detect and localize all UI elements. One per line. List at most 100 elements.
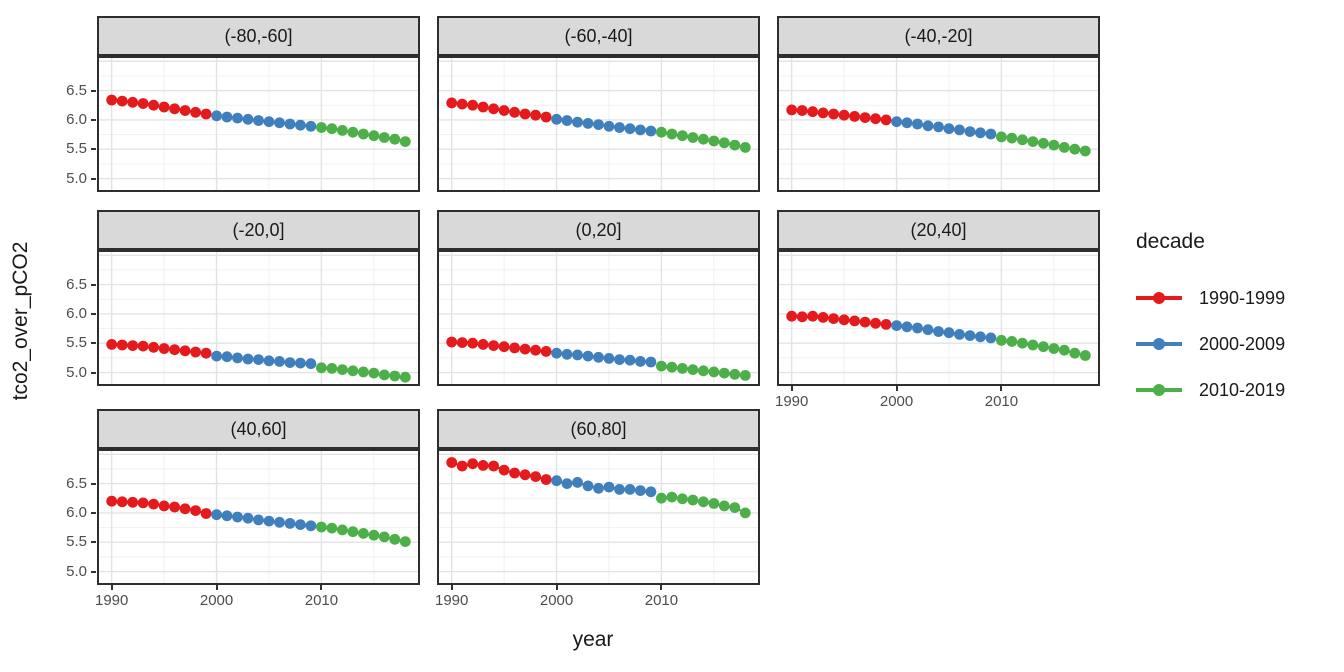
data-point (561, 478, 573, 489)
data-point (635, 356, 646, 367)
data-point (477, 101, 489, 113)
data-point (796, 311, 808, 323)
data-point (179, 345, 191, 357)
y-tick-mark (91, 570, 96, 573)
x-tick-mark (215, 585, 218, 590)
data-point (253, 354, 264, 365)
data-point (870, 317, 881, 329)
y-tick-mark (91, 541, 96, 544)
data-point (221, 510, 233, 522)
y-tick-mark (91, 118, 96, 121)
data-point (849, 315, 860, 327)
data-point (127, 340, 139, 351)
data-point (739, 142, 751, 153)
data-point (729, 368, 741, 380)
legend-entry-label: 2010-2019 (1199, 379, 1286, 400)
x-tick-label: 2010 (644, 592, 679, 609)
data-point (284, 118, 296, 130)
data-point (666, 491, 678, 503)
data-point (347, 365, 359, 377)
data-point (232, 511, 243, 523)
data-point (666, 128, 678, 140)
data-point (614, 354, 625, 365)
facet-strip: (-40,-20] (777, 16, 1100, 56)
y-tick-mark (91, 342, 96, 345)
x-tick-label: 1990 (94, 592, 129, 609)
data-point (880, 114, 892, 126)
data-point (551, 113, 562, 125)
data-point (677, 130, 688, 142)
data-point (399, 136, 411, 147)
x-tick-mark (895, 386, 898, 391)
panel-border (437, 449, 760, 585)
y-tick-mark (91, 89, 96, 92)
x-tick-mark (1000, 386, 1003, 391)
data-point (446, 97, 458, 109)
data-point (687, 494, 699, 506)
facet-panel (437, 250, 760, 386)
data-point (467, 99, 479, 111)
legend-key-icon (1136, 337, 1182, 351)
data-point (498, 464, 510, 476)
data-point (530, 344, 541, 356)
data-point (519, 108, 531, 120)
y-tick-mark (91, 371, 96, 374)
data-point (337, 364, 348, 375)
data-point (954, 124, 965, 136)
facet-strip: (-60,-40] (437, 16, 760, 56)
data-point (786, 310, 798, 322)
data-point (326, 363, 338, 374)
data-point (807, 310, 819, 322)
data-point (295, 119, 306, 131)
data-point (358, 366, 369, 378)
data-point (169, 344, 180, 356)
data-point (274, 117, 285, 129)
data-point (838, 109, 850, 121)
data-point (817, 107, 829, 119)
data-point (456, 337, 468, 348)
data-point (242, 512, 254, 524)
data-point (1027, 339, 1039, 351)
x-tick-label: 2000 (199, 592, 234, 609)
legend-entry: 1990-1999 (1136, 286, 1285, 310)
data-point (729, 139, 741, 151)
legend-point-icon (1153, 384, 1165, 396)
data-point (572, 116, 583, 128)
data-point (347, 526, 359, 538)
data-point (656, 492, 667, 504)
data-point (954, 329, 965, 340)
data-point (561, 348, 573, 360)
panel-border (97, 250, 420, 386)
data-point (645, 125, 657, 137)
data-point (603, 120, 615, 132)
data-point (540, 346, 552, 357)
x-tick-label: 2000 (539, 592, 574, 609)
y-tick-mark (91, 148, 96, 151)
data-point (116, 95, 128, 107)
data-point (530, 471, 541, 482)
data-point (891, 320, 902, 331)
data-point (656, 126, 667, 138)
data-point (718, 137, 730, 149)
data-point (200, 347, 212, 359)
data-point (378, 531, 390, 543)
data-point (687, 364, 699, 375)
data-point (316, 122, 327, 133)
data-point (739, 370, 751, 381)
data-point (582, 118, 594, 129)
data-point (488, 460, 499, 472)
facet-strip-label: (-40,-20] (904, 25, 973, 46)
data-point (263, 116, 275, 128)
legend-key-icon (1136, 291, 1182, 305)
legend-point-icon (1153, 292, 1165, 304)
data-point (106, 339, 118, 350)
data-point (901, 117, 913, 129)
panel-border (437, 56, 760, 192)
legend-entry: 2010-2019 (1136, 378, 1285, 402)
data-point (137, 98, 149, 109)
facet-strip: (20,40] (777, 210, 1100, 250)
x-tick-label: 1990 (774, 393, 809, 410)
data-point (985, 128, 997, 140)
data-point (729, 502, 741, 513)
data-point (880, 319, 892, 330)
